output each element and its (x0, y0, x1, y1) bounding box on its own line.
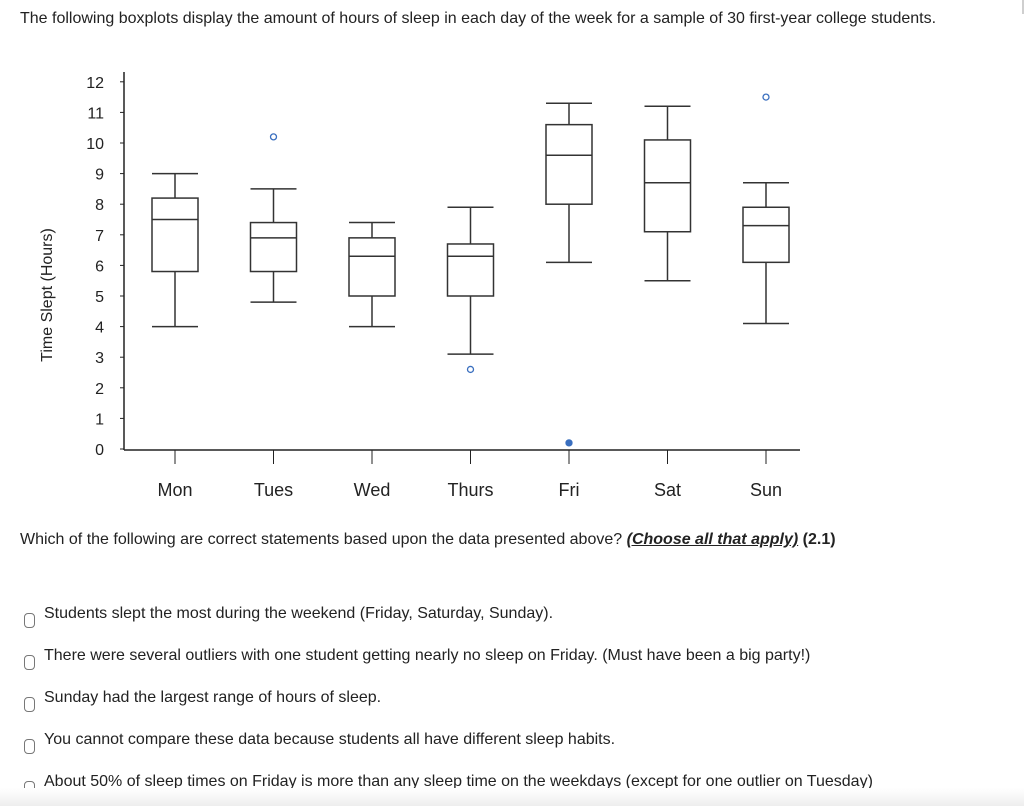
iqr-box (249, 221, 298, 273)
outlier-point (762, 93, 770, 101)
y-tick-label: 5 (95, 289, 104, 306)
y-tick-label: 7 (95, 228, 104, 245)
y-tick-label: 2 (95, 381, 104, 398)
answer-option-label: About 50% of sleep times on Friday is mo… (44, 773, 873, 790)
x-tick-label: Thurs (447, 480, 493, 500)
outlier-point (466, 365, 475, 374)
answer-option-label: There were several outliers with one stu… (44, 647, 811, 664)
y-tick-label: 1 (95, 411, 104, 428)
iqr-box (545, 123, 593, 205)
bottom-fade (0, 788, 1024, 806)
x-tick-label: Fri (559, 480, 580, 500)
intro-text: The following boxplots display the amoun… (20, 10, 937, 27)
y-tick-label: 8 (95, 197, 104, 214)
y-tick-label: 12 (86, 75, 104, 92)
answer-option-label: Sunday had the largest range of hours of… (44, 689, 382, 706)
x-tick-label: Wed (354, 480, 391, 500)
checkbox[interactable] (24, 697, 35, 712)
y-tick-label: 6 (95, 258, 104, 275)
question-emphasis: (Choose all that apply) (626, 531, 799, 548)
checkbox[interactable] (24, 655, 35, 670)
iqr-box (643, 139, 692, 233)
question-prompt: Which of the following are correct state… (20, 531, 836, 549)
checkbox[interactable] (24, 613, 35, 628)
x-axis: Mon Tues Wed Thurs Fri Sat Sun (124, 449, 800, 500)
answer-option-label: You cannot compare these data because st… (44, 731, 616, 748)
answer-option[interactable]: There were several outliers with one stu… (0, 647, 1024, 677)
y-tick-label: 10 (86, 136, 104, 153)
outlier-point (269, 133, 278, 141)
boxplot-thurs (446, 206, 495, 374)
iqr-box (151, 197, 199, 273)
iqr-box (446, 243, 495, 297)
boxplots (151, 93, 790, 447)
x-tick-label: Mon (157, 480, 192, 500)
checkbox[interactable] (24, 739, 35, 754)
top-edge-rule (1022, 0, 1024, 14)
answer-option[interactable]: Sunday had the largest range of hours of… (0, 689, 1024, 719)
boxplot-tues (249, 133, 298, 303)
x-tick-label: Tues (254, 480, 293, 500)
boxplot-fri (545, 102, 593, 447)
boxplot-sat (643, 105, 692, 282)
answer-option[interactable]: You cannot compare these data because st… (0, 731, 1024, 761)
y-axis-label: Time Slept (Hours) (39, 228, 56, 362)
y-tick-label: 11 (87, 105, 104, 122)
boxplot-sun (742, 93, 790, 325)
y-tick-label: 9 (95, 167, 104, 184)
outlier-point (565, 439, 573, 447)
iqr-box (348, 237, 396, 297)
answer-option[interactable]: Students slept the most during the weeke… (0, 605, 1024, 635)
answer-option-label: Students slept the most during the weeke… (44, 605, 554, 622)
y-tick-label: 4 (95, 320, 104, 337)
x-tick-label: Sun (750, 480, 782, 500)
iqr-box (742, 206, 790, 264)
x-tick-label: Sat (654, 480, 681, 500)
y-tick-label: 3 (95, 350, 104, 367)
boxplot-wed (348, 221, 396, 328)
y-tick-label: 0 (95, 442, 104, 459)
question-code: (2.1) (802, 531, 836, 548)
question-text: Which of the following are correct state… (20, 531, 623, 548)
boxplot-mon (151, 172, 199, 328)
